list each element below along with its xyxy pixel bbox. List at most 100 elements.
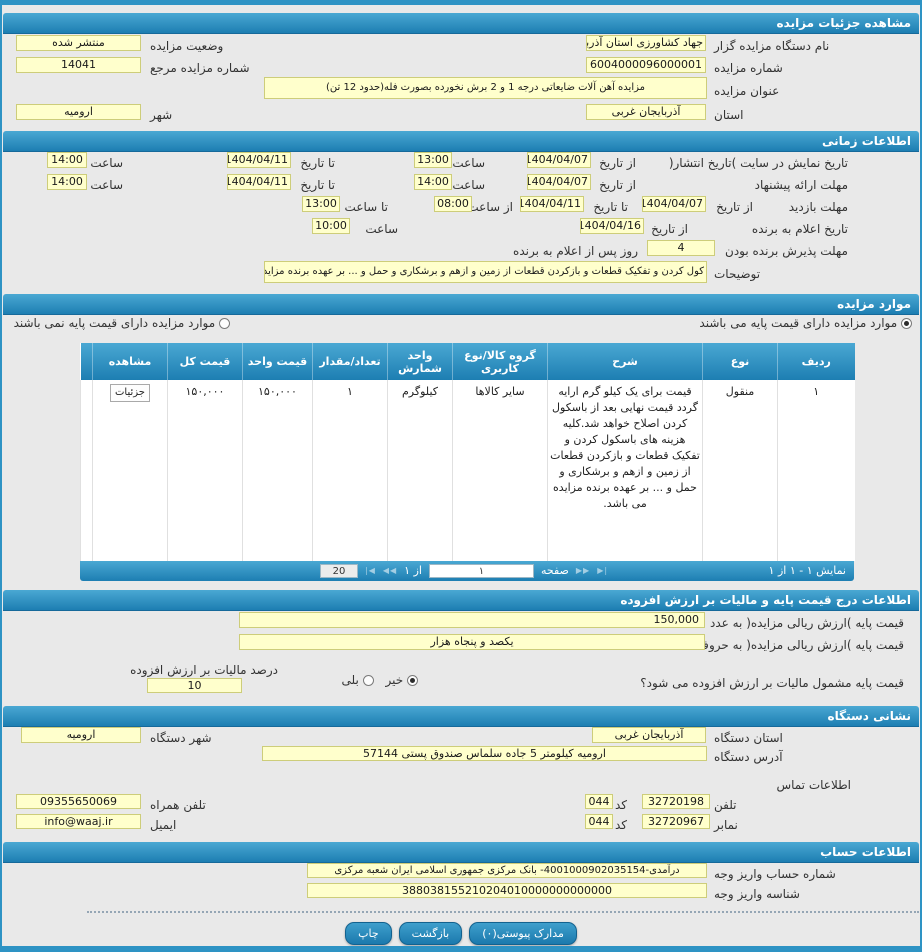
mobile-field: 09355650069 (16, 794, 141, 809)
pager-prev-icon[interactable]: ◀◀ (382, 566, 398, 575)
hour-label: ساعت (365, 222, 398, 236)
col-goods-group: گروه کالا/نوع کاربری (452, 343, 548, 380)
account-section-title: اطلاعات حساب (3, 842, 919, 863)
org-name-field: جهاد کشاورزی استان آذربای (586, 35, 706, 51)
cell-view: جزئیات (92, 380, 168, 561)
from-date-label: از تاریخ (716, 200, 753, 214)
email-field: info@waaj.ir (16, 814, 141, 829)
dotted-divider (87, 911, 919, 913)
publish-to-date-field: 1404/04/11 (227, 152, 291, 168)
vat-yes-radio-icon[interactable] (362, 675, 374, 686)
fax-label: نمابر (714, 818, 738, 832)
phone-field: 32720198 (642, 794, 710, 809)
col-spacer (80, 343, 93, 380)
pricing-section-title: اطلاعات درج قیمت پایه و مالیات بر ارزش ا… (3, 590, 919, 611)
publish-from-date-field: 1404/04/07 (527, 152, 591, 168)
page-size-input[interactable]: 20 (320, 564, 358, 578)
hour-label: ساعت (452, 156, 485, 170)
col-description: شرح (547, 343, 703, 380)
visit-from-hour-field: 08:00 (434, 196, 472, 212)
fax-field: 32720967 (642, 814, 710, 829)
publish-from-hour-field: 13:00 (414, 152, 452, 168)
radio-no-base-price[interactable]: موارد مزایده دارای قیمت پایه نمی باشند (14, 316, 230, 330)
cell-total-price: ۱۵۰,۰۰۰ (167, 380, 243, 561)
cell-description: قیمت برای یک کیلو گرم ارایه گردد قیمت نه… (547, 380, 703, 561)
phone-code-label: کد (615, 798, 628, 812)
vat-rate-field: 10 (147, 678, 242, 693)
cell-type: منقول (702, 380, 778, 561)
to-hour-label: تا ساعت (344, 200, 388, 214)
org-province-field: آذربایجان غربی (592, 727, 706, 743)
org-city-field: ارومیه (21, 727, 141, 743)
page-number-input[interactable]: ۱ (428, 564, 534, 578)
pager-controls: 20 |◀ ◀◀ از ۱ ۱ صفحه ▶▶ ▶| (320, 561, 608, 581)
status-field: منتشر شده (16, 35, 141, 51)
contact-info-title: اطلاعات تماس (776, 778, 851, 792)
winner-hour-field: 10:00 (312, 218, 350, 234)
deposit-id-field: 388038155210204010000000000000 (307, 883, 707, 898)
table-row: ۱ منقول قیمت برای یک کیلو گرم ارایه گردد… (80, 380, 855, 561)
fax-code-label: کد (615, 818, 628, 832)
pager-of-total: از ۱ (404, 564, 422, 577)
table-pager: نمایش ۱ - ۱ از ۱ 20 |◀ ◀◀ از ۱ ۱ صفحه ▶▶… (80, 561, 854, 581)
items-section-title: موارد مزایده (3, 294, 919, 315)
org-name-label: نام دستگاه مزایده گزار (714, 39, 830, 53)
pager-next-icon[interactable]: ▶▶ (575, 566, 591, 575)
radio-has-base-price[interactable]: موارد مزایده دارای قیمت پایه می باشند (699, 316, 912, 330)
time-section-title: اطلاعات زمانی (3, 131, 919, 152)
publish-to-hour-field: 14:00 (47, 152, 87, 168)
col-unit-price: قیمت واحد (242, 343, 313, 380)
pager-first-icon[interactable]: |◀ (365, 566, 376, 575)
notes-label: توضیحات (714, 267, 761, 281)
visit-to-date-field: 1404/04/11 (520, 196, 584, 212)
ref-number-field: 14041 (16, 57, 141, 73)
radio-no-base-price-label: موارد مزایده دارای قیمت پایه نمی باشند (13, 316, 216, 330)
attachments-button[interactable]: مدارک پیوستی(۰) (469, 922, 577, 945)
cell-quantity: ۱ (312, 380, 388, 561)
visit-from-date-field: 1404/04/07 (642, 196, 706, 212)
items-table: ردیف نوع شرح گروه کالا/نوع کاربری واحد ش… (80, 343, 855, 561)
radio-selected-icon[interactable] (901, 318, 912, 329)
col-total-price: قیمت کل (167, 343, 243, 380)
fax-code-field: 044 (585, 814, 613, 829)
cell-spacer (80, 380, 93, 561)
winner-announce-label: تاریخ اعلام به برنده (751, 222, 848, 236)
phone-code-field: 044 (585, 794, 613, 809)
details-link[interactable]: جزئیات (110, 384, 150, 402)
pager-last-icon[interactable]: ▶| (597, 566, 609, 575)
vat-no-radio-icon[interactable] (407, 675, 418, 686)
city-field: ارومیه (16, 104, 141, 120)
auction-number-label: شماره مزایده (714, 61, 783, 75)
deposit-account-label: شماره حساب واریز وجه (714, 867, 836, 881)
footer-buttons: مدارک پیوستی(۰) بازگشت چاپ (2, 922, 920, 945)
org-province-label: استان دستگاه (714, 731, 783, 745)
auction-title-label: عنوان مزایده (714, 84, 780, 98)
from-date-label: از تاریخ (599, 156, 636, 170)
col-view: مشاهده (92, 343, 168, 380)
auction-title-field: مزایده آهن آلات ضایعاتی درجه 1 و 2 برش ن… (264, 77, 707, 99)
org-city-label: شهر دستگاه (150, 731, 212, 745)
radio-unselected-icon[interactable] (219, 318, 230, 329)
print-button[interactable]: چاپ (345, 922, 392, 945)
ref-number-label: شماره مزایده مرجع (150, 61, 250, 75)
col-quantity: تعداد/مقدار (312, 343, 388, 380)
cell-unit-price: ۱۵۰,۰۰۰ (242, 380, 313, 561)
accept-days-field: 4 (647, 240, 715, 256)
col-row-number: ردیف (777, 343, 855, 380)
deposit-account-field: درآمدی-4001000902035154- بانک مرکزی جمهو… (307, 863, 707, 878)
col-type: نوع (702, 343, 778, 380)
offer-to-hour-field: 14:00 (47, 174, 87, 190)
phone-label: تلفن (714, 798, 737, 812)
org-address-field: ارومیه کیلومتر 5 جاده سلماس صندوق پستی 5… (262, 746, 707, 761)
notes-field: کول کردن و تفکیک قطعات و بازکردن قطعات ا… (264, 261, 707, 283)
publish-dates-label: تاریخ نمایش در سایت )تاریخ انتشار( (668, 156, 848, 170)
vat-no-label: خیر (385, 673, 404, 687)
email-label: ایمیل (150, 818, 177, 832)
status-label: وضعیت مزایده (150, 39, 224, 53)
offer-from-date-field: 1404/04/07 (527, 174, 591, 190)
auction-number-field: 6004000096000001 (586, 57, 706, 73)
vat-question-label: قیمت پایه مشمول مالیات بر ارزش افزوده می… (640, 676, 904, 690)
hour-label: ساعت (90, 156, 123, 170)
back-button[interactable]: بازگشت (398, 922, 463, 945)
items-table-header-row: ردیف نوع شرح گروه کالا/نوع کاربری واحد ش… (80, 343, 855, 380)
